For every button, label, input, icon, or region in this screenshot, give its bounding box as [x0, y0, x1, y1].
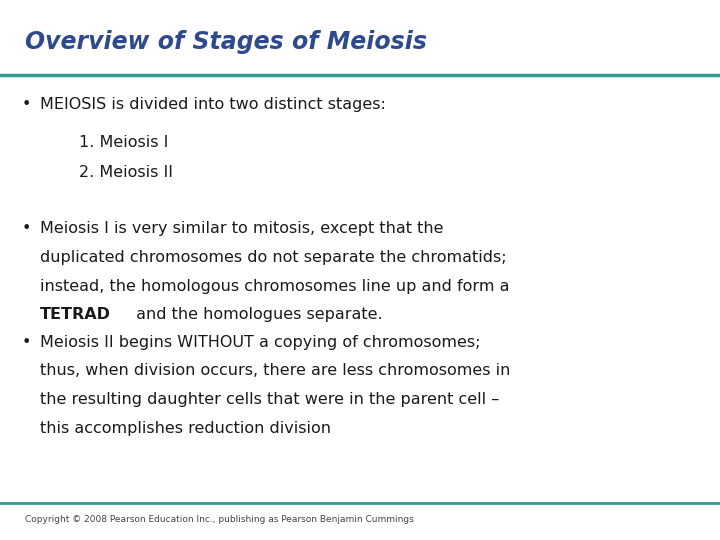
- Text: MEIOSIS is divided into two distinct stages:: MEIOSIS is divided into two distinct sta…: [40, 97, 385, 112]
- Text: •: •: [22, 221, 31, 237]
- Text: Meiosis I is very similar to mitosis, except that the: Meiosis I is very similar to mitosis, ex…: [40, 221, 443, 237]
- Text: Overview of Stages of Meiosis: Overview of Stages of Meiosis: [25, 30, 427, 53]
- Text: 2. Meiosis II: 2. Meiosis II: [79, 165, 174, 180]
- Text: Meiosis II begins WITHOUT a copying of chromosomes;: Meiosis II begins WITHOUT a copying of c…: [40, 335, 480, 350]
- Text: and the homologues separate.: and the homologues separate.: [131, 307, 383, 322]
- Text: •: •: [22, 335, 31, 350]
- Text: thus, when division occurs, there are less chromosomes in: thus, when division occurs, there are le…: [40, 363, 510, 379]
- Text: instead, the homologous chromosomes line up and form a: instead, the homologous chromosomes line…: [40, 279, 509, 294]
- Text: Copyright © 2008 Pearson Education Inc., publishing as Pearson Benjamin Cummings: Copyright © 2008 Pearson Education Inc.,…: [25, 515, 414, 524]
- Text: TETRAD: TETRAD: [40, 307, 111, 322]
- Text: this accomplishes reduction division: this accomplishes reduction division: [40, 421, 330, 436]
- Text: •: •: [22, 97, 31, 112]
- Text: duplicated chromosomes do not separate the chromatids;: duplicated chromosomes do not separate t…: [40, 250, 506, 265]
- Text: 1. Meiosis I: 1. Meiosis I: [79, 135, 168, 150]
- Text: the resulting daughter cells that were in the parent cell –: the resulting daughter cells that were i…: [40, 392, 499, 407]
